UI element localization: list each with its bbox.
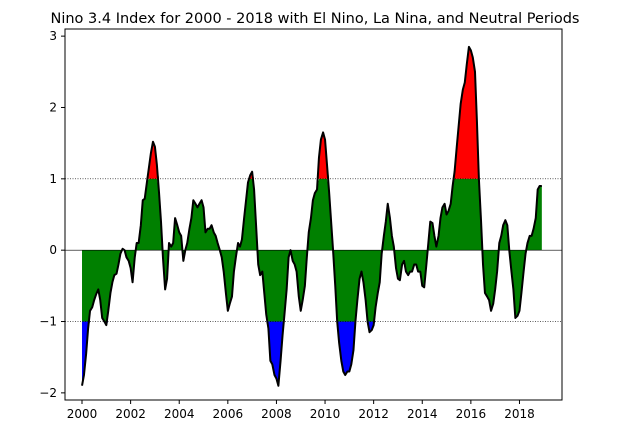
x-tick-label: 2006 bbox=[213, 407, 244, 421]
chart-title: Nino 3.4 Index for 2000 - 2018 with El N… bbox=[50, 11, 579, 27]
x-tick-label: 2014 bbox=[407, 407, 438, 421]
x-axis: 2000 2002 2004 2006 2008 2010 2012 2014 2016 2018 bbox=[67, 400, 535, 421]
y-tick-label: 2 bbox=[49, 100, 57, 114]
y-tick-label: 0 bbox=[49, 243, 57, 257]
x-tick-label: 2012 bbox=[358, 407, 389, 421]
x-tick-label: 2002 bbox=[115, 407, 146, 421]
x-tick-label: 2000 bbox=[67, 407, 98, 421]
x-tick-label: 2008 bbox=[261, 407, 292, 421]
y-tick-label: 1 bbox=[49, 172, 57, 186]
y-tick-label: −2 bbox=[39, 386, 57, 400]
plot-frame bbox=[64, 28, 563, 401]
x-tick-label: 2010 bbox=[310, 407, 341, 421]
index-line-group bbox=[81, 45, 542, 387]
y-axis: −2 −1 0 1 2 3 bbox=[39, 29, 65, 400]
index-line bbox=[81, 45, 542, 387]
y-tick-label: 3 bbox=[49, 29, 57, 43]
x-tick-label: 2016 bbox=[456, 407, 487, 421]
la-nina-fill bbox=[82, 321, 542, 386]
y-tick-label: −1 bbox=[39, 315, 57, 329]
x-tick-label: 2018 bbox=[504, 407, 535, 421]
x-tick-label: 2004 bbox=[164, 407, 195, 421]
